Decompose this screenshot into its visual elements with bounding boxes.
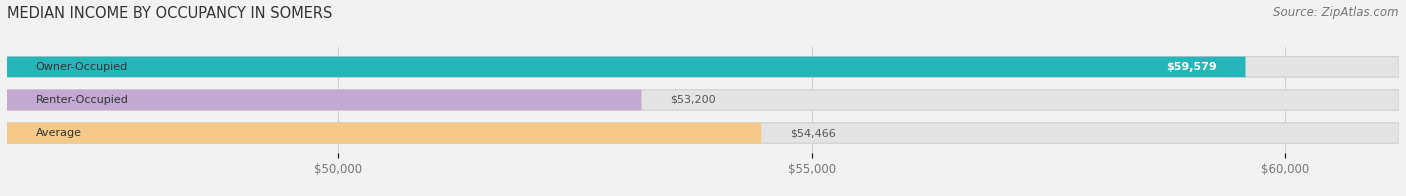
FancyBboxPatch shape xyxy=(7,90,641,110)
Text: Owner-Occupied: Owner-Occupied xyxy=(35,62,128,72)
FancyBboxPatch shape xyxy=(7,57,1399,77)
Text: $53,200: $53,200 xyxy=(669,95,716,105)
FancyBboxPatch shape xyxy=(7,123,1399,143)
FancyBboxPatch shape xyxy=(7,90,1399,110)
FancyBboxPatch shape xyxy=(7,123,761,143)
Text: $59,579: $59,579 xyxy=(1167,62,1218,72)
Text: Source: ZipAtlas.com: Source: ZipAtlas.com xyxy=(1274,6,1399,19)
Text: MEDIAN INCOME BY OCCUPANCY IN SOMERS: MEDIAN INCOME BY OCCUPANCY IN SOMERS xyxy=(7,6,332,21)
FancyBboxPatch shape xyxy=(7,57,1246,77)
Text: $54,466: $54,466 xyxy=(790,128,835,138)
Text: Renter-Occupied: Renter-Occupied xyxy=(35,95,128,105)
Text: Average: Average xyxy=(35,128,82,138)
